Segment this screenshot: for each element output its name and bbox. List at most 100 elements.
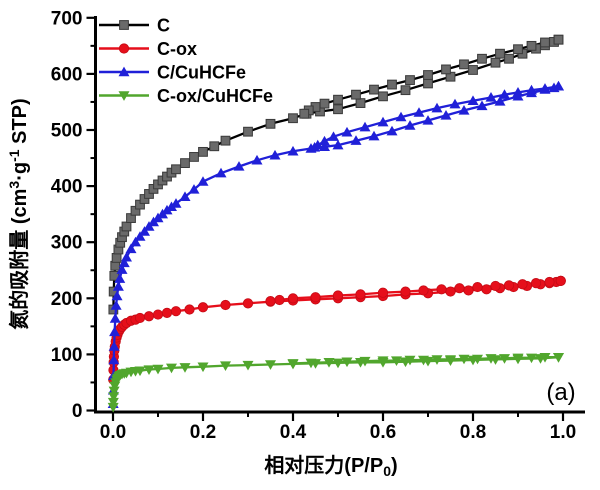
circle-marker [152,309,164,320]
triangle-up-marker [485,92,497,102]
axis-title-sup: -1 [6,149,22,162]
square-marker [265,118,276,129]
circle-marker [472,281,483,293]
square-marker [490,57,501,68]
legend-entry-c-cuhcfe: C/CuHCFe [99,63,246,83]
triangle-up-marker [404,120,416,130]
triangle-up-marker [467,95,479,106]
series-layer [107,34,566,413]
circle-marker [377,287,389,298]
square-marker [405,75,415,85]
square-marker [400,85,411,96]
triangle-down-marker [143,365,155,375]
circle-marker [134,312,146,324]
triangle-up-marker [332,139,344,150]
square-marker [121,221,132,232]
triangle-up-marker [233,161,245,171]
axis-title-text: ) [391,455,398,477]
triangle-down-marker [472,354,483,365]
circle-marker [481,284,492,295]
triangle-up-marker [215,167,227,178]
triangle-down-marker [341,357,353,368]
triangle-up-marker [440,110,452,120]
circle-marker [454,283,465,294]
triangle-down-marker [526,353,537,364]
triangle-up-marker [134,231,146,241]
square-marker [468,65,478,75]
y-tick-label: 600 [51,64,83,85]
triangle-down-marker [197,362,209,373]
x-tick-label: 1.0 [550,422,576,443]
axis-title-text: STP) [9,98,31,149]
triangle-up-marker [368,130,380,141]
legend-entry-c-ox: C-ox [99,39,197,59]
y-tick-label: 200 [51,289,83,310]
y-tick-label: 300 [51,233,83,254]
triangle-up-marker [328,131,339,141]
circle-marker [220,299,231,311]
triangle-down-marker [539,353,551,363]
triangle-down-marker [323,358,335,368]
circle-marker [143,311,155,322]
circle-marker [503,280,515,291]
triangle-down-marker [265,360,276,370]
square-marker [243,126,253,137]
square-marker [504,53,514,64]
square-marker [299,108,310,119]
triangle-up-marker [539,83,551,93]
triangle-down-marker [391,356,402,366]
triangle-up-marker [431,102,443,113]
y-tick-label: 400 [51,177,83,198]
circle-marker [355,289,366,300]
triangle-up-marker [118,66,130,77]
circle-marker [530,278,542,289]
x-axis-title: 相对压力(P/P0) [264,453,397,479]
square-marker [513,44,523,55]
square-marker [441,64,451,75]
circle-marker [197,302,209,313]
triangle-up-marker [114,273,126,283]
circle-marker [436,284,447,295]
legend-label: C/CuHCFe [157,63,246,83]
axis-title-text: 氮的吸附量 (cm [7,189,31,330]
triangle-up-marker [341,126,353,137]
triangle-down-marker [108,392,120,402]
triangle-down-marker [431,355,443,365]
square-marker [540,37,550,48]
square-marker [387,79,397,90]
triangle-down-marker [242,360,254,371]
x-tick-label: 0.0 [100,422,126,443]
triangle-down-marker [134,366,146,377]
triangle-down-marker [377,356,389,366]
circle-marker [332,290,344,301]
triangle-down-marker [332,358,344,369]
triangle-up-marker [108,341,120,351]
square-marker [477,53,487,64]
y-tick-label: 500 [51,121,83,142]
triangle-up-marker [309,141,321,152]
circle-marker [400,286,411,297]
square-marker [369,84,379,95]
series-c [108,34,564,315]
circle-marker [161,307,173,318]
legend-entry-c-ox-cuhcfe: C-ox/CuHCFe [99,86,273,106]
triangle-down-marker [166,363,177,374]
triangle-up-marker [359,121,371,132]
axis-title-text: 相对压力(P/P [264,453,383,477]
triangle-down-marker [107,397,119,408]
triangle-down-marker [499,354,510,364]
triangle-down-marker [305,358,317,369]
triangle-up-marker [112,281,124,291]
square-marker [423,70,433,80]
triangle-up-marker [526,84,537,95]
circle-marker [544,276,555,288]
triangle-up-marker [109,326,121,337]
triangle-down-marker [108,386,120,397]
triangle-down-marker [118,91,130,101]
triangle-up-marker [118,257,130,268]
triangle-up-marker [377,116,389,127]
circle-marker [118,43,130,54]
triangle-down-marker [485,354,497,364]
circle-marker [287,293,299,304]
triangle-up-marker [386,125,398,136]
